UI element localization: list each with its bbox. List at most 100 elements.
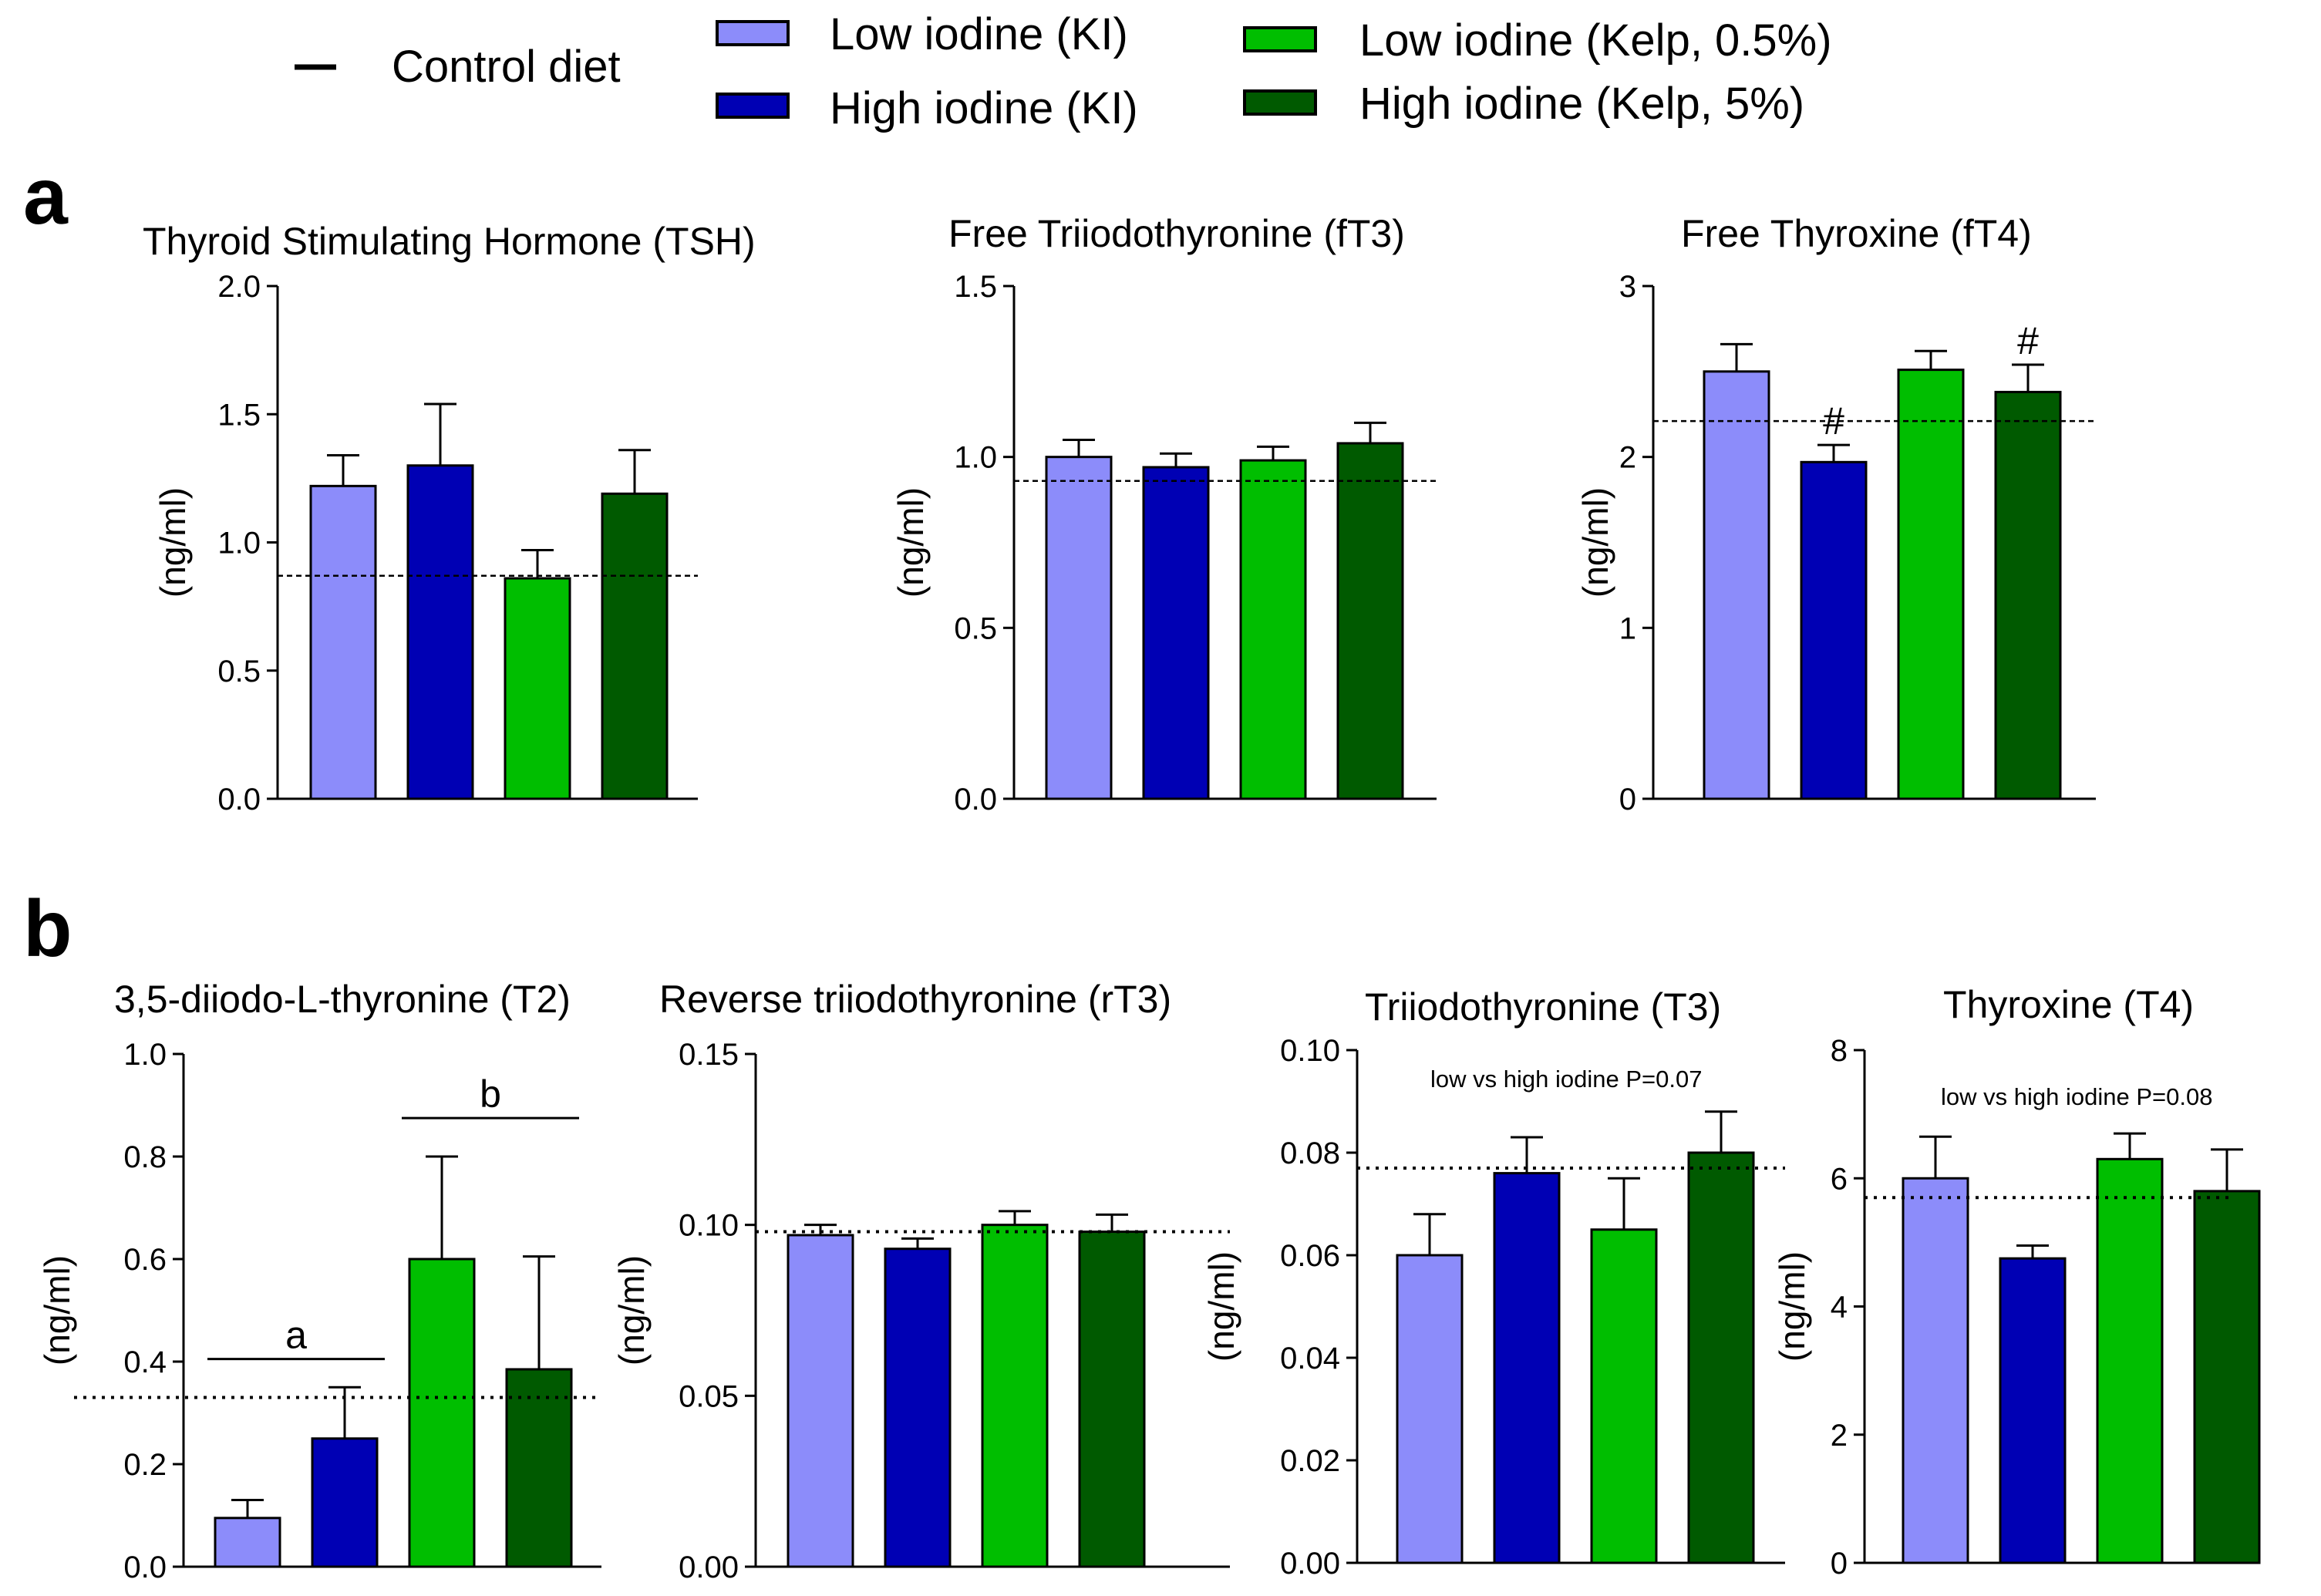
y-tick-label: 2: [1831, 1419, 1848, 1453]
y-tick-label: 0.02: [1280, 1444, 1340, 1478]
chart-ft3: Free Triiodothyronine (fT3) (ng/ml) 0.0 0.5…: [891, 212, 1437, 817]
chart-title: Reverse triiodothyronine (rT3): [659, 978, 1171, 1021]
y-tick-label: 0.00: [1280, 1547, 1340, 1581]
bar-low-ki: [309, 484, 377, 800]
chart-title: Thyroid Stimulating Hormone (TSH): [143, 220, 756, 263]
bar-high-kelp: [505, 1368, 573, 1568]
bar-high-ki: [1800, 460, 1868, 800]
chart-title: Free Thyroxine (fT4): [1681, 212, 2032, 255]
y-tick-label: 1.0: [954, 441, 997, 475]
p-value-annotation: low vs high iodine P=0.07: [1430, 1066, 1702, 1093]
y-tick-label: 0.00: [679, 1551, 739, 1584]
legend-label-low-kelp: Low iodine (Kelp, 0.5%): [1359, 15, 1832, 66]
y-tick-label: 0.4: [123, 1345, 167, 1379]
bar-low-ki: [1045, 456, 1113, 800]
bar-high-kelp: [601, 492, 669, 800]
p-value-annotation: low vs high iodine P=0.08: [1941, 1083, 2212, 1110]
chart-title: Triiodothyronine (T3): [1365, 985, 1721, 1029]
y-tick-label: 0.06: [1280, 1239, 1340, 1273]
bar-high-ki: [1142, 466, 1210, 800]
panel-letter-b: b: [23, 884, 72, 974]
y-tick-label: 0.8: [123, 1140, 167, 1174]
bar-high-kelp: [1994, 390, 2062, 800]
y-tick-label: 1.0: [217, 527, 261, 561]
y-tick-label: 0.0: [217, 783, 261, 817]
y-tick-label: 1.5: [954, 270, 997, 304]
chart-tsh: Thyroid Stimulating Hormone (TSH) (ng/ml)…: [143, 220, 756, 817]
bar-high-kelp: [1078, 1231, 1146, 1568]
y-tick-label: 1.0: [123, 1038, 167, 1072]
bar-low-kelp: [1590, 1228, 1658, 1564]
y-tick-label: 0.0: [123, 1551, 167, 1584]
bar-high-kelp: [2193, 1190, 2261, 1564]
bar-low-ki: [1703, 370, 1770, 800]
bar-high-ki: [884, 1248, 952, 1568]
y-tick-label: 0.05: [679, 1379, 739, 1413]
y-tick-label: 2.0: [217, 270, 261, 304]
bar-high-kelp: [1336, 442, 1404, 800]
legend-label-low-ki: Low iodine (KI): [830, 9, 1128, 59]
y-tick-label: 4: [1831, 1291, 1848, 1325]
legend-swatch-high-ki: [716, 93, 790, 119]
y-tick-label: 0.15: [679, 1038, 739, 1072]
chart-title: Free Triiodothyronine (fT3): [948, 212, 1405, 255]
legend-label-high-ki: High iodine (KI): [830, 83, 1138, 133]
chart-t2: 3,5-diiodo-L-thyronine (T2) (ng/ml) 0.0 0.2…: [37, 978, 601, 1584]
bar-low-ki: [1396, 1254, 1464, 1564]
y-tick-label: 3: [1619, 270, 1636, 304]
y-tick-label: 0.0: [954, 783, 997, 817]
bar-low-ki: [1902, 1177, 1969, 1564]
y-tick-label: 1.5: [217, 398, 261, 432]
y-axis-label: (ng/ml): [37, 1255, 77, 1365]
bar-low-kelp: [1897, 369, 1965, 800]
bar-low-ki: [787, 1234, 854, 1568]
y-axis-label: (ng/ml): [1575, 487, 1615, 598]
y-tick-label: 0.5: [954, 611, 997, 645]
bar-low-kelp: [504, 577, 571, 800]
legend-label-control: Control diet: [392, 42, 621, 92]
chart-title: Thyroxine (T4): [1943, 983, 2194, 1026]
y-tick-label: 1: [1619, 611, 1636, 645]
y-axis-label: (ng/ml): [891, 487, 931, 598]
bar-low-kelp: [2096, 1157, 2164, 1564]
y-tick-label: 0.08: [1280, 1136, 1340, 1170]
comparison-bracket-label: b: [480, 1072, 501, 1116]
legend-swatch-low-ki: [716, 20, 790, 46]
chart-title: 3,5-diiodo-L-thyronine (T2): [114, 978, 571, 1021]
bar-high-ki: [406, 464, 474, 800]
y-tick-label: 8: [1831, 1034, 1848, 1068]
y-axis-label: (ng/ml): [1201, 1251, 1241, 1362]
legend-label-high-kelp: High iodine (Kelp, 5%): [1359, 79, 1804, 129]
y-axis-label: (ng/ml): [153, 487, 193, 598]
bar-low-kelp: [408, 1258, 476, 1568]
legend: Control diet Low iodine (KI) High iodine…: [295, 9, 1832, 133]
y-axis-label: (ng/ml): [611, 1255, 652, 1365]
y-tick-label: 0.6: [123, 1243, 167, 1277]
bar-low-kelp: [1239, 459, 1307, 800]
chart-t3: Triiodothyronine (T3) (ng/ml) 0.00 0.02 0.04…: [1201, 985, 1785, 1581]
y-tick-label: 0.5: [217, 655, 261, 689]
significance-mark: #: [2017, 319, 2039, 362]
legend-swatch-low-kelp: [1243, 26, 1317, 52]
y-tick-label: 0: [1619, 783, 1636, 817]
y-tick-label: 0.10: [1280, 1034, 1340, 1068]
bar-high-ki: [1999, 1257, 2067, 1564]
y-tick-label: 2: [1619, 441, 1636, 475]
panel-letter-a: a: [23, 152, 69, 241]
y-tick-label: 0.2: [123, 1448, 167, 1482]
bar-high-kelp: [1687, 1151, 1755, 1564]
legend-swatch-high-kelp: [1243, 89, 1317, 116]
bar-high-ki: [1493, 1172, 1561, 1564]
y-tick-label: 0.04: [1280, 1342, 1340, 1375]
y-tick-label: 0.10: [679, 1209, 739, 1243]
y-tick-label: 0: [1831, 1547, 1848, 1581]
y-tick-label: 6: [1831, 1162, 1848, 1196]
y-axis-label: (ng/ml): [1772, 1251, 1812, 1362]
chart-rt3: Reverse triiodothyronine (rT3) (ng/ml) 0.0…: [611, 978, 1230, 1584]
chart-t4: Thyroxine (T4) (ng/ml) 0 2 4 6 8 low vs high io…: [1772, 983, 2261, 1581]
comparison-bracket-label: a: [285, 1314, 307, 1357]
bar-low-ki: [214, 1517, 281, 1568]
bar-low-kelp: [981, 1224, 1049, 1568]
